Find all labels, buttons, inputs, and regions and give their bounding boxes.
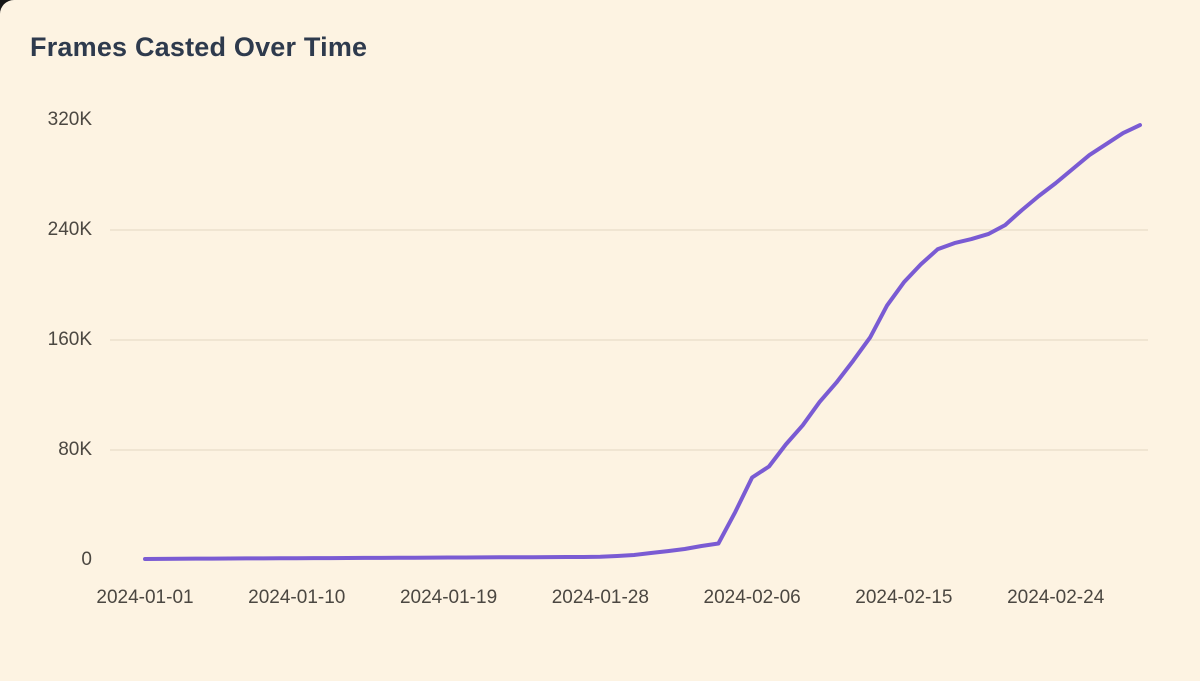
x-tick-label-2024-01-19: 2024-01-19 [399, 587, 498, 608]
y-tick-label-80K: 80K [58, 439, 92, 460]
y-tick-label-160K: 160K [47, 329, 92, 350]
x-tick-label-2024-02-15: 2024-02-15 [855, 587, 953, 608]
series-line [143, 123, 1142, 561]
y-tick-label-240K: 240K [47, 219, 92, 240]
y-tick-label-0: 0 [81, 549, 92, 570]
x-tick-label-2024-02-06: 2024-02-06 [703, 587, 801, 608]
x-tick-label-2024-02-24: 2024-02-24 [1007, 587, 1105, 608]
x-tick-label-2024-01-10: 2024-01-10 [248, 587, 346, 608]
y-tick-label-320K: 320K [47, 109, 92, 130]
x-tick-label-2024-01-28: 2024-01-28 [551, 587, 649, 608]
gridlines [110, 229, 1148, 451]
chart-title: Frames Casted Over Time [30, 32, 368, 62]
x-tick-label-2024-01-01: 2024-01-01 [96, 587, 194, 608]
